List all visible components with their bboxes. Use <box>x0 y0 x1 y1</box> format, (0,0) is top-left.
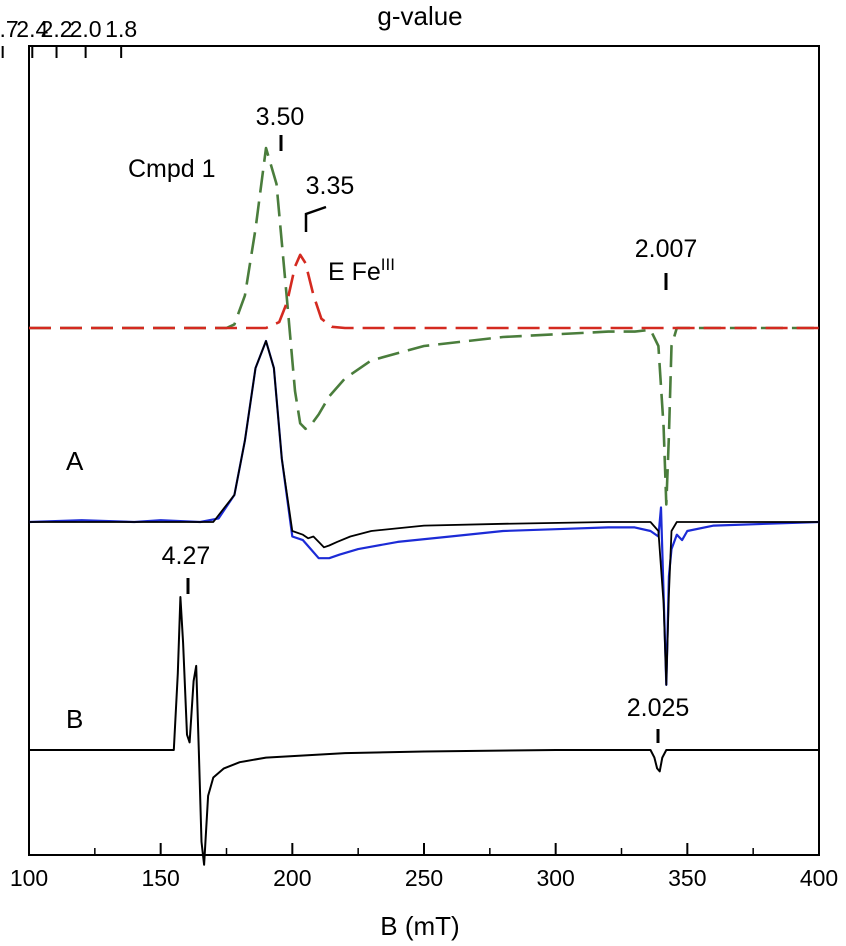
spectrum-a-simulation <box>29 340 819 686</box>
annotation-e-fe-superscript: III <box>381 255 395 274</box>
annotation-g-3-35: 3.35 <box>306 172 355 200</box>
bottom-tick-label: 250 <box>405 865 443 891</box>
top-tick-label: 1.8 <box>105 16 137 42</box>
bottom-tick-label: 100 <box>10 865 48 891</box>
bottom-tick-label: 350 <box>668 865 706 891</box>
spectra <box>28 146 820 866</box>
annotation-e-fe: E FeIII <box>328 255 395 286</box>
annotation-g-3-50: 3.50 <box>256 103 305 131</box>
panel-label-a: A <box>66 446 84 476</box>
annotation-g-2-025: 2.025 <box>627 694 690 722</box>
annotation-cmpd1: Cmpd 1 <box>128 155 216 183</box>
top-tick-label: 2.2 <box>41 16 73 42</box>
spectrum-e-fe-iii <box>29 253 819 330</box>
spectrum-a-experimental <box>28 339 820 687</box>
annotation-g-2-007: 2.007 <box>635 235 698 263</box>
annotation-g-4-27: 4.27 <box>162 542 211 570</box>
bottom-axis-ticks: 100 150 200 250 300 350 400 <box>10 843 838 891</box>
top-axis-title: g-value <box>377 1 462 31</box>
top-tick-label: 2.7 <box>0 16 19 42</box>
bottom-axis-title: B (mT) <box>380 911 459 941</box>
bottom-tick-label: 150 <box>141 865 179 891</box>
annotations: 3.50 Cmpd 1 3.35 E FeIII 2.007 4.27 2.02… <box>128 103 697 743</box>
top-axis-ticks: 6543.02.72.42.22.01.8 <box>0 16 137 58</box>
top-tick-label: 2.0 <box>70 16 102 42</box>
top-tick-label: 2.4 <box>16 16 48 42</box>
bottom-tick-label: 200 <box>273 865 311 891</box>
annotation-e-fe-text: E Fe <box>328 258 381 286</box>
bottom-tick-label: 400 <box>800 865 838 891</box>
spectrum-b <box>29 596 819 866</box>
spectrum-cmpd1 <box>29 146 819 506</box>
bottom-tick-label: 300 <box>536 865 574 891</box>
panel-label-b: B <box>66 704 83 734</box>
annotation-marker-3-35 <box>304 205 327 232</box>
